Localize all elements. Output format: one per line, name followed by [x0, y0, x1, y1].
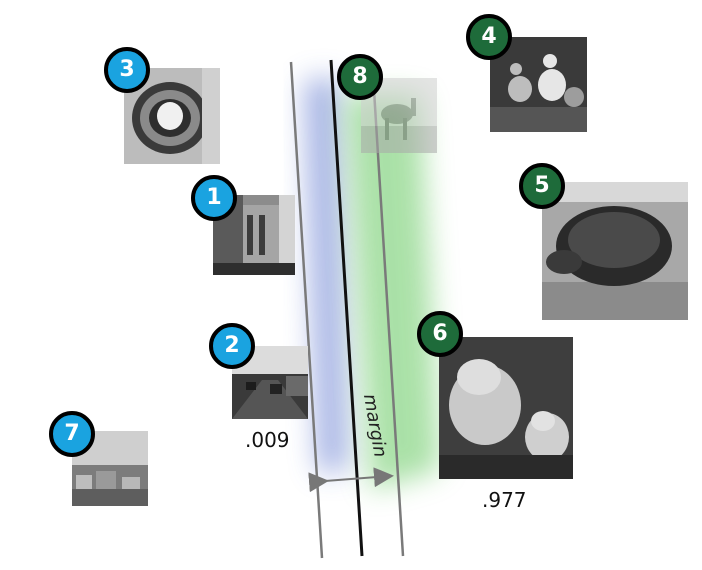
badge-5: 5: [519, 163, 565, 209]
image-6-groundhogs: [439, 337, 573, 479]
badge-7: 7: [49, 411, 95, 457]
score-negative: .009: [245, 428, 290, 452]
badge-1: 1: [191, 175, 237, 221]
badge-2: 2: [209, 323, 255, 369]
image-7-town: [72, 431, 148, 506]
score-positive: .977: [482, 488, 527, 512]
badge-8: 8: [337, 54, 383, 100]
kiwi-fruit-picture: [124, 68, 220, 164]
badge-4: 4: [466, 14, 512, 60]
margin-arrow: [308, 467, 394, 493]
badge-3: 3: [104, 47, 150, 93]
town-landscape-picture: [72, 431, 148, 506]
image-5-tortoise: [542, 182, 688, 320]
positive-margin-glow: [345, 95, 440, 490]
ducks-picture: [490, 37, 587, 132]
negative-margin-glow: [305, 78, 348, 472]
groundhogs-picture: [439, 337, 573, 479]
tortoise-picture: [542, 182, 688, 320]
image-4-ducks: [490, 37, 587, 132]
image-3-kiwi: [124, 68, 220, 164]
badge-6: 6: [417, 311, 463, 357]
